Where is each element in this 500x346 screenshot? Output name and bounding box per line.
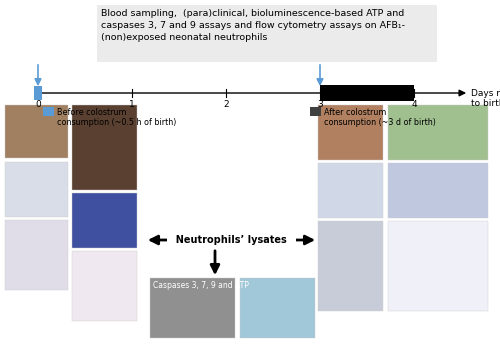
- Bar: [5, 162, 68, 217]
- Bar: [318, 221, 383, 311]
- Bar: [240, 278, 315, 338]
- Bar: [72, 251, 137, 321]
- Bar: [320, 85, 414, 101]
- Bar: [72, 193, 137, 248]
- Bar: [318, 105, 383, 160]
- Text: After colostrum
consumption (~3 d of birth): After colostrum consumption (~3 d of bir…: [324, 108, 436, 127]
- Bar: [43, 107, 54, 116]
- Text: 3: 3: [317, 100, 323, 109]
- Bar: [388, 105, 488, 160]
- Bar: [388, 163, 488, 218]
- Bar: [150, 278, 235, 338]
- Bar: [310, 107, 321, 116]
- Text: Caspases 3, 7, 9 and ATP: Caspases 3, 7, 9 and ATP: [153, 281, 249, 290]
- Text: Before colostrum
consumption (~0.5 h of birth): Before colostrum consumption (~0.5 h of …: [57, 108, 176, 127]
- Text: 4: 4: [411, 100, 417, 109]
- Text: 1: 1: [129, 100, 135, 109]
- Text: 0: 0: [35, 100, 41, 109]
- Text: Neutrophils’ lysates: Neutrophils’ lysates: [169, 235, 294, 245]
- Bar: [318, 163, 383, 218]
- Bar: [72, 105, 137, 190]
- Bar: [97, 5, 437, 62]
- Bar: [5, 105, 68, 158]
- Bar: [388, 221, 488, 311]
- Bar: [5, 220, 68, 290]
- Text: Days relative
to birth: Days relative to birth: [471, 89, 500, 108]
- Bar: [34, 86, 42, 100]
- Text: Blood sampling,  (para)clinical, bioluminescence-based ATP and
caspases 3, 7 and: Blood sampling, (para)clinical, biolumin…: [101, 9, 405, 42]
- Text: 2: 2: [223, 100, 229, 109]
